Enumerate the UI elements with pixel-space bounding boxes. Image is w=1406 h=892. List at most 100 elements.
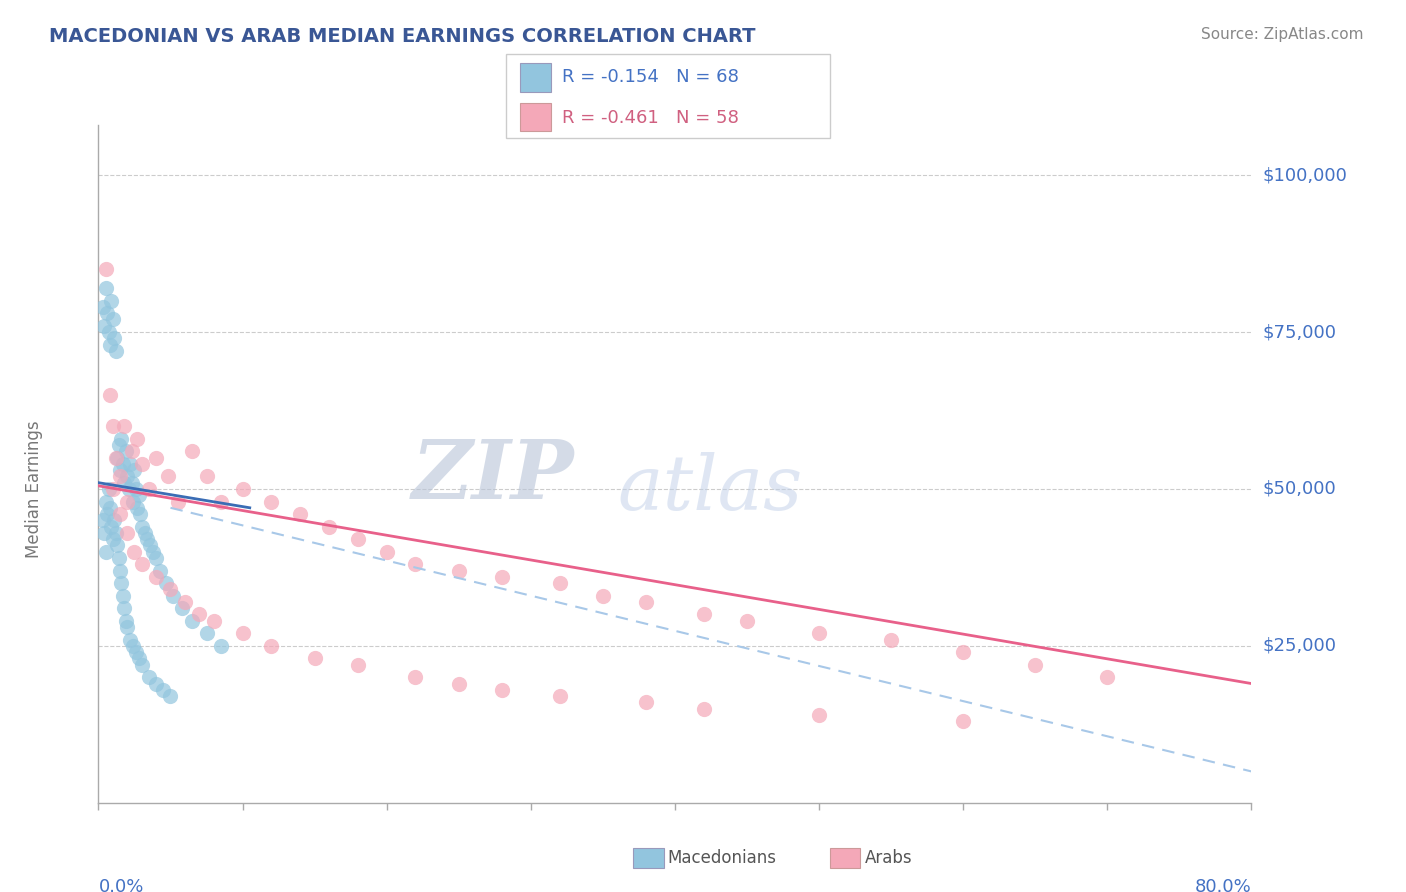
Point	[101, 532, 124, 546]
Point	[98, 388, 121, 402]
Point	[375, 545, 398, 559]
Point	[131, 457, 153, 471]
Point	[94, 281, 117, 295]
Point	[98, 500, 121, 515]
Point	[592, 589, 614, 603]
Point	[101, 312, 124, 326]
Point	[117, 469, 138, 483]
Point	[231, 482, 254, 496]
Point	[491, 570, 513, 584]
Text: $50,000: $50,000	[1263, 480, 1337, 498]
Point	[159, 689, 181, 703]
Point	[145, 551, 167, 566]
Point	[104, 343, 127, 358]
Point	[636, 695, 658, 709]
Point	[181, 444, 204, 458]
Point	[111, 589, 134, 603]
Point	[136, 532, 159, 546]
Point	[94, 545, 117, 559]
Point	[105, 450, 128, 465]
Point	[880, 632, 903, 647]
Point	[636, 595, 658, 609]
Point	[117, 494, 138, 508]
Point	[117, 525, 138, 540]
Point	[124, 545, 146, 559]
Text: R = -0.154   N = 68: R = -0.154 N = 68	[562, 69, 740, 87]
Point	[114, 444, 136, 458]
Point	[93, 318, 115, 333]
Text: $100,000: $100,000	[1263, 166, 1348, 184]
Text: Macedonians: Macedonians	[668, 849, 778, 867]
Point	[209, 639, 232, 653]
Point	[139, 538, 162, 552]
Point	[145, 450, 167, 465]
Text: Source: ZipAtlas.com: Source: ZipAtlas.com	[1201, 27, 1364, 42]
Point	[112, 475, 135, 490]
Point	[1024, 657, 1046, 672]
Point	[108, 463, 131, 477]
Point	[120, 632, 142, 647]
Point	[195, 626, 218, 640]
Point	[188, 607, 211, 622]
Point	[807, 626, 830, 640]
Point	[131, 519, 153, 533]
Point	[693, 701, 716, 715]
Text: Median Earnings: Median Earnings	[24, 420, 42, 558]
Point	[548, 689, 571, 703]
Point	[96, 306, 118, 320]
Point	[155, 576, 177, 591]
Point	[101, 419, 124, 434]
Point	[166, 494, 188, 508]
Point	[127, 500, 149, 515]
Point	[91, 513, 114, 527]
Text: ZIP: ZIP	[412, 436, 574, 516]
Point	[112, 601, 135, 615]
Text: 80.0%: 80.0%	[1195, 878, 1251, 892]
Point	[112, 419, 135, 434]
Point	[138, 670, 160, 684]
Point	[405, 670, 427, 684]
Point	[170, 601, 193, 615]
Point	[96, 507, 118, 521]
Point	[149, 564, 172, 578]
Point	[105, 538, 128, 552]
Point	[110, 432, 132, 446]
Point	[181, 614, 204, 628]
Point	[120, 457, 142, 471]
Text: R = -0.461   N = 58: R = -0.461 N = 58	[562, 109, 740, 127]
Point	[260, 639, 283, 653]
Point	[125, 482, 148, 496]
Point	[260, 494, 283, 508]
Point	[491, 682, 513, 697]
Point	[93, 525, 115, 540]
Point	[162, 589, 184, 603]
Point	[134, 525, 156, 540]
Point	[174, 595, 197, 609]
Text: $75,000: $75,000	[1263, 323, 1337, 341]
Point	[548, 576, 571, 591]
Point	[128, 488, 150, 502]
Point	[346, 532, 368, 546]
Point	[108, 564, 131, 578]
Point	[108, 469, 131, 483]
Point	[104, 450, 127, 465]
Point	[209, 494, 232, 508]
Point	[693, 607, 716, 622]
Point	[447, 564, 470, 578]
Point	[156, 469, 179, 483]
Point	[103, 513, 125, 527]
Point	[103, 331, 125, 345]
Point	[447, 676, 470, 690]
Point	[104, 525, 127, 540]
Point	[122, 494, 145, 508]
Point	[145, 570, 167, 584]
Point	[97, 325, 120, 339]
Text: MACEDONIAN VS ARAB MEDIAN EARNINGS CORRELATION CHART: MACEDONIAN VS ARAB MEDIAN EARNINGS CORRE…	[49, 27, 755, 45]
Point	[318, 519, 340, 533]
Point	[138, 482, 160, 496]
Point	[91, 300, 114, 314]
Point	[159, 582, 181, 597]
Point	[131, 657, 153, 672]
Point	[110, 576, 132, 591]
Point	[131, 558, 153, 572]
